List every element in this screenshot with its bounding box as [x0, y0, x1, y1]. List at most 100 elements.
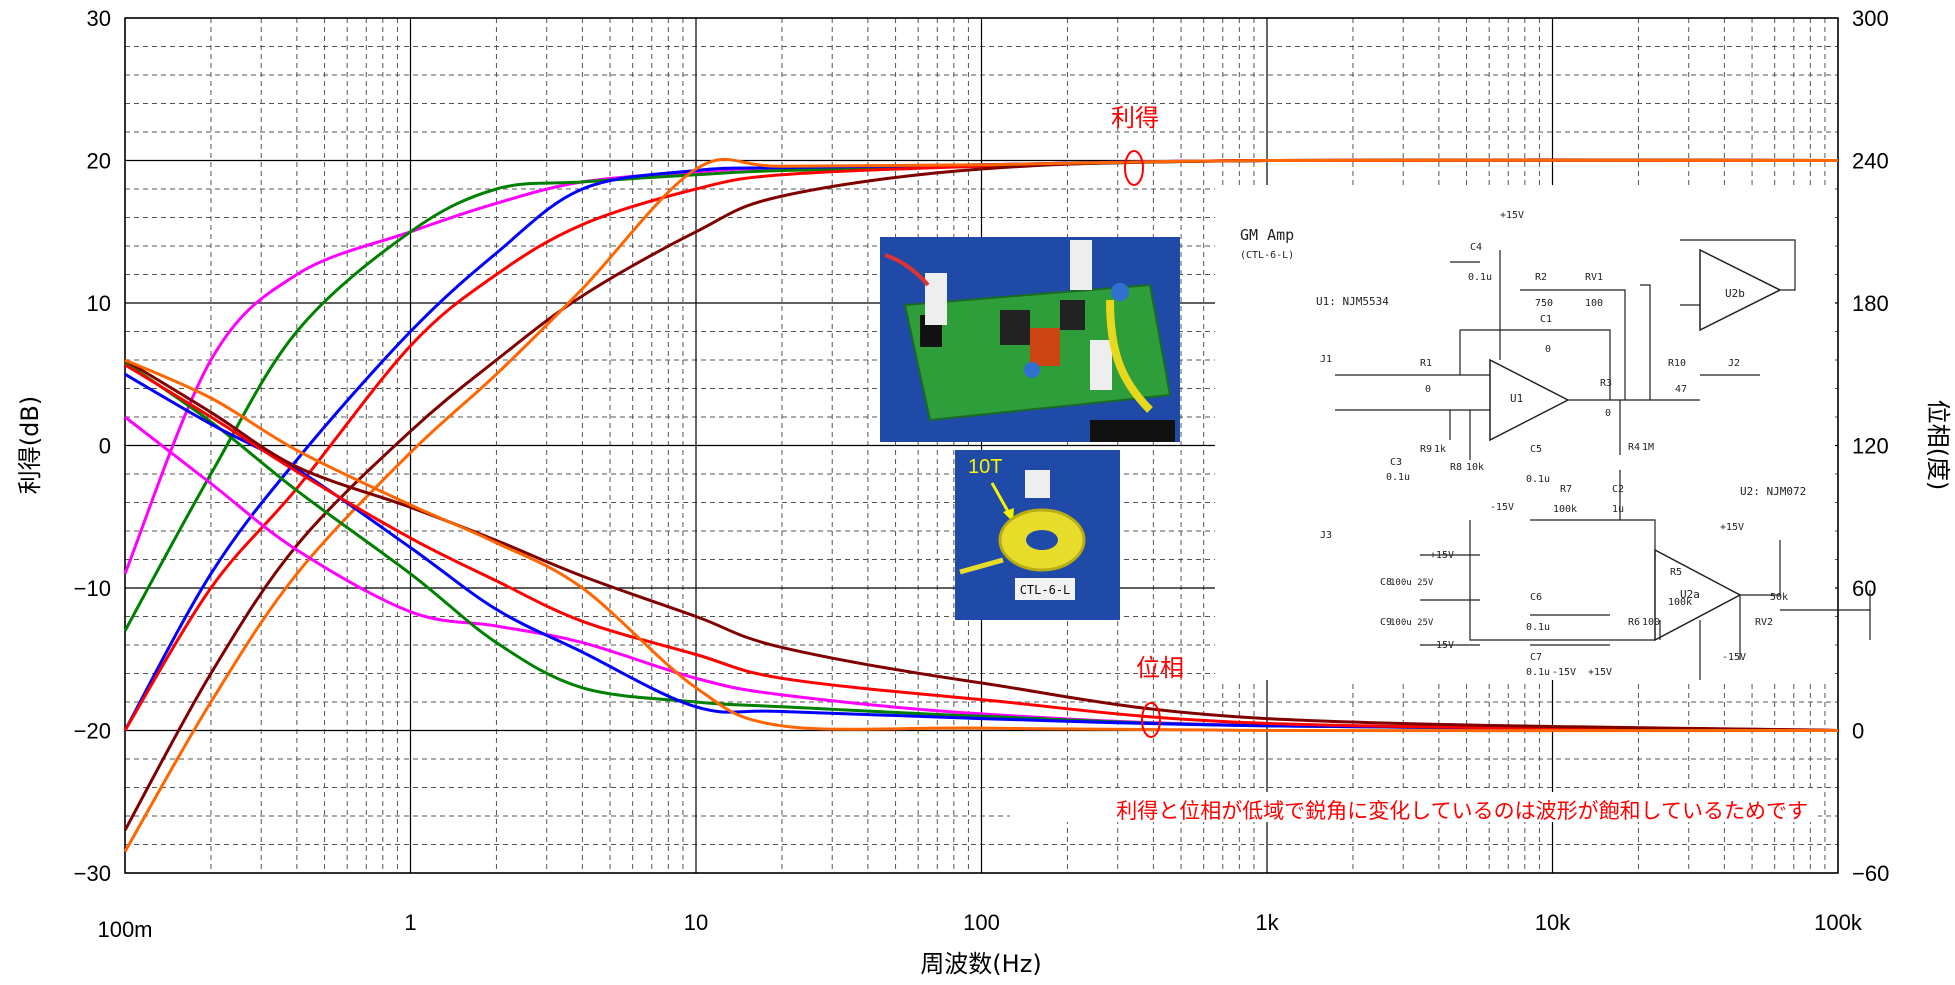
- sch-label: 100u 25V: [1390, 578, 1434, 588]
- sch-label: R8: [1450, 462, 1462, 473]
- sch-label: 0: [1605, 408, 1611, 419]
- y-right-tick-label: 180: [1852, 291, 1889, 316]
- phase-annotation-ellipse: [1141, 702, 1161, 738]
- sch-label: 1u: [1612, 504, 1624, 515]
- sch-label: 1M: [1642, 442, 1654, 453]
- sch-label: C9: [1380, 617, 1392, 628]
- phase-series-line-6: [124, 358, 1839, 733]
- turns-label: 10T: [968, 456, 1002, 478]
- toroid-coil-photo: 10T CTL-6-L: [955, 450, 1120, 620]
- y-left-tick-label: −10: [74, 576, 111, 601]
- sch-label: 0: [1545, 344, 1551, 355]
- sch-label: RV1: [1585, 272, 1603, 283]
- x-tick-label: 100: [963, 910, 1000, 935]
- gain-series-group: [123, 157, 1839, 853]
- gain-annotation: 利得: [1111, 104, 1159, 132]
- y-right-tick-label: 120: [1852, 434, 1889, 459]
- u2-part: U2: NJM072: [1740, 485, 1806, 498]
- sch-label: -15V: [1490, 502, 1514, 513]
- sch-label: +15V: [1430, 550, 1454, 561]
- y-right-tick-label: 60: [1852, 576, 1876, 601]
- sch-label: 0.1u: [1386, 472, 1410, 483]
- x-tick-label: 100m: [97, 917, 152, 942]
- sch-label: C3: [1390, 457, 1402, 468]
- right-axis-ticks: −60 0 60 120 180 240 300: [1852, 6, 1889, 886]
- schematic-subtitle: (CTL-6-L): [1240, 250, 1294, 261]
- plot-frame: [124, 17, 1839, 874]
- y-left-tick-label: 0: [99, 434, 111, 459]
- gain-annotation-ellipse: [1124, 150, 1144, 186]
- sch-label: R9: [1420, 444, 1432, 455]
- sch-label: +15V: [1500, 210, 1524, 221]
- y-left-axis-title: 利得(dB): [16, 396, 44, 494]
- phase-series-line-5: [124, 358, 1839, 732]
- note-box-background: [1010, 792, 1818, 822]
- sch-label: -15V: [1552, 667, 1576, 678]
- phase-series-line-4: [124, 363, 1839, 732]
- toroid-part-label: CTL-6-L: [1020, 583, 1071, 597]
- x-axis-ticks: 100m 1 10 100 1k 10k 100k: [97, 910, 1862, 942]
- sch-label: R3: [1600, 378, 1612, 389]
- sch-label: RV2: [1755, 617, 1773, 628]
- x-tick-label: 10: [684, 910, 708, 935]
- sch-label: R7: [1560, 484, 1572, 495]
- sch-label: J2: [1728, 358, 1740, 369]
- turns-arrow: [990, 482, 1012, 516]
- amplifier-schematic: GM Amp (CTL-6-L) U1: NJM5534 U2: NJM072 …: [1215, 185, 1871, 680]
- sch-label: J3: [1320, 530, 1332, 541]
- sch-label: 100: [1642, 617, 1660, 628]
- x-tick-label: 1: [404, 910, 416, 935]
- sch-label: 0.1u: [1526, 622, 1550, 633]
- u1-part: U1: NJM5534: [1316, 295, 1389, 308]
- sch-label: 100u 25V: [1390, 618, 1434, 628]
- saturation-note: 利得と位相が低域で鋭角に変化しているのは波形が飽和しているためです: [1116, 799, 1808, 823]
- y-right-tick-label: 300: [1852, 6, 1889, 31]
- x-tick-label: 100k: [1814, 910, 1863, 935]
- y-right-tick-label: −60: [1852, 861, 1889, 886]
- sch-label: C1: [1540, 314, 1552, 325]
- sch-label: 50k: [1770, 592, 1788, 603]
- u2a-label: U2a: [1680, 588, 1700, 601]
- x-tick-label: 10k: [1535, 910, 1571, 935]
- u1-opamp-symbol: [1489, 358, 1570, 442]
- sch-label: 47: [1675, 384, 1687, 395]
- sch-label: R10: [1668, 358, 1686, 369]
- schematic-title: GM Amp: [1240, 226, 1294, 244]
- sch-label: C7: [1530, 652, 1542, 663]
- sch-label: R2: [1535, 272, 1547, 283]
- sch-label: 100k: [1553, 504, 1577, 515]
- y-left-tick-label: 30: [87, 6, 111, 31]
- x-axis-title: 周波数(Hz): [920, 950, 1041, 978]
- y-left-tick-label: −30: [74, 861, 111, 886]
- sch-label: J1: [1320, 354, 1332, 365]
- u2b-label: U2b: [1725, 287, 1745, 300]
- u2b-opamp-symbol: [1699, 248, 1782, 332]
- sch-label: 0.1u: [1526, 667, 1550, 678]
- sch-label: -15V: [1722, 652, 1746, 663]
- phase-series-line-3: [124, 372, 1839, 732]
- sch-label: 0.1u: [1468, 272, 1492, 283]
- sch-label: 750: [1535, 298, 1553, 309]
- schematic-wires: [1335, 239, 1871, 680]
- sch-label: R6: [1628, 617, 1640, 628]
- sch-label: +15V: [1588, 667, 1612, 678]
- y-left-tick-label: 10: [87, 291, 111, 316]
- sch-label: +15V: [1720, 522, 1744, 533]
- sch-label: 0: [1425, 384, 1431, 395]
- y-right-tick-label: 0: [1852, 719, 1864, 744]
- sch-label: C6: [1530, 592, 1542, 603]
- y-left-tick-label: −20: [74, 719, 111, 744]
- sch-label: 100: [1585, 298, 1603, 309]
- sch-label: 10k: [1466, 462, 1484, 473]
- circuit-board-photo: [880, 237, 1180, 442]
- sch-label: C8: [1380, 577, 1392, 588]
- sch-label: R1: [1420, 358, 1432, 369]
- sch-label: R5: [1670, 567, 1682, 578]
- phase-annotation: 位相: [1136, 654, 1184, 682]
- sch-label: R4: [1628, 442, 1640, 453]
- gain-series-line-6: [123, 157, 1839, 853]
- phase-series-group: [124, 358, 1839, 733]
- y-left-tick-label: 20: [87, 149, 111, 174]
- sch-label: 100k: [1668, 597, 1692, 608]
